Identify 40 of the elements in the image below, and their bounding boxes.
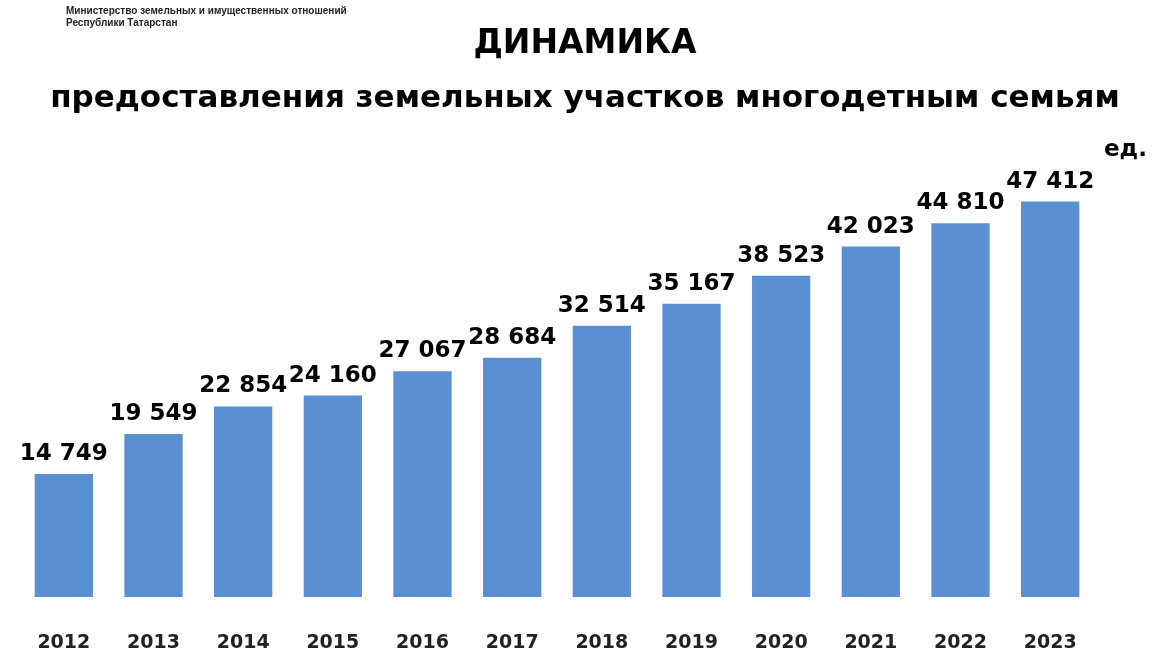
x-tick-label: 2023 — [1023, 630, 1077, 653]
bar — [752, 275, 811, 597]
text: Министерство земельных и имущественных отношений Республики Татарстан — [66, 5, 348, 29]
x-tick-label: 2022 — [934, 630, 987, 653]
x-tick-label: 2017 — [485, 630, 539, 653]
data-label: 38 523 — [737, 240, 826, 267]
data-label: 24 160 — [288, 360, 377, 387]
x-tick-label: 2016 — [396, 630, 449, 653]
x-tick-label: 2012 — [37, 630, 91, 653]
bar — [124, 433, 183, 597]
bar — [34, 473, 93, 597]
data-label: 14 749 — [19, 438, 108, 465]
x-tick-label: 2018 — [575, 630, 629, 653]
data-label: 42 023 — [826, 211, 915, 238]
data-label: 47 412 — [1006, 166, 1095, 193]
x-tick-label: 2020 — [754, 630, 808, 653]
y-axis-title: ед. — [1104, 134, 1147, 162]
bar — [303, 395, 362, 597]
bar — [483, 357, 542, 597]
bar — [572, 325, 631, 597]
x-tick-label: 2013 — [127, 630, 180, 653]
x-tick-label: 2019 — [665, 630, 718, 653]
bar — [393, 371, 452, 597]
data-label: 28 684 — [468, 322, 557, 349]
data-label: 32 514 — [557, 290, 646, 317]
bar — [841, 246, 900, 597]
data-label: 22 854 — [199, 371, 288, 398]
x-tick-label: 2015 — [306, 630, 360, 653]
chart-subtitle: предоставления земельных участков многодетным семьям — [49, 77, 1121, 116]
data-label: 27 067 — [378, 336, 467, 363]
chart-title: ДИНАМИКА — [473, 22, 697, 61]
x-tick-label: 2021 — [844, 630, 898, 653]
data-label: 19 549 — [109, 398, 198, 425]
bar — [214, 406, 273, 597]
bar — [662, 303, 721, 597]
bar — [931, 223, 990, 597]
data-label: 44 810 — [916, 188, 1005, 215]
bar — [1021, 201, 1080, 597]
x-tick-label: 2014 — [216, 630, 270, 653]
data-label: 35 167 — [647, 268, 736, 295]
